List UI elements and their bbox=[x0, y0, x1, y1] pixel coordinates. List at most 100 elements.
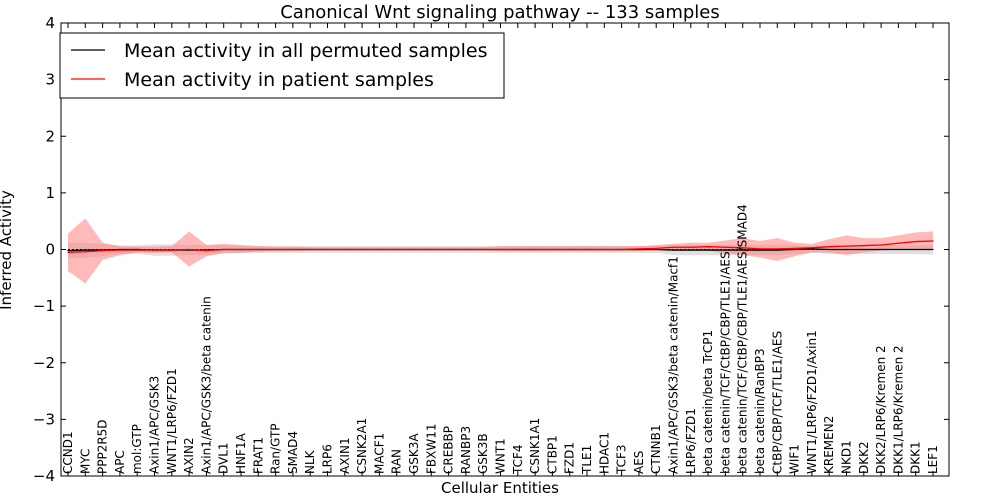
series-lines bbox=[67, 240, 934, 253]
patient-point bbox=[828, 246, 830, 248]
permuted-point bbox=[655, 248, 657, 251]
x-tick-label: LRP6/FZD1 bbox=[684, 408, 698, 474]
permuted-point bbox=[690, 249, 692, 251]
permuted-point bbox=[845, 248, 848, 251]
x-tick-label: mol:GTP bbox=[130, 424, 144, 474]
patient-point bbox=[448, 248, 450, 251]
patient-point bbox=[413, 248, 415, 251]
patient-point bbox=[586, 248, 588, 251]
x-tick-label: DKK1/LRP6/Kremen 2 bbox=[891, 345, 905, 474]
patient-point bbox=[292, 248, 294, 251]
patient-point bbox=[655, 247, 657, 249]
chart-title: Canonical Wnt signaling pathway -- 133 s… bbox=[280, 2, 720, 23]
permuted-point bbox=[828, 248, 830, 251]
patient-point bbox=[465, 248, 467, 251]
x-tick-label: GSK3A bbox=[407, 433, 421, 474]
patient-point bbox=[845, 245, 848, 247]
permuted-point bbox=[67, 250, 69, 252]
patient-point bbox=[638, 248, 640, 250]
patient-point bbox=[344, 248, 346, 251]
patient-point bbox=[569, 248, 571, 251]
patient-point bbox=[430, 248, 432, 251]
x-tick-label: FZD1 bbox=[563, 442, 577, 474]
x-tick-label: HNF1A bbox=[234, 432, 248, 474]
x-tick-label: FRAT1 bbox=[251, 437, 265, 474]
patient-point bbox=[672, 246, 675, 248]
legend-label-patient: Mean activity in patient samples bbox=[124, 69, 434, 91]
patient-point bbox=[84, 251, 86, 253]
permuted-point bbox=[880, 248, 882, 251]
x-tick-label: CSNK1A1 bbox=[528, 418, 542, 474]
patient-point bbox=[794, 247, 796, 249]
patient-point bbox=[811, 247, 813, 249]
x-tick-label: TCF3 bbox=[615, 444, 629, 475]
permuted-point bbox=[724, 249, 727, 251]
x-tick-label: NLK bbox=[303, 449, 317, 474]
patient-point bbox=[517, 248, 519, 251]
patient-point bbox=[361, 248, 363, 251]
patient-point bbox=[932, 240, 934, 242]
x-tick-label: AES bbox=[632, 451, 646, 474]
permuted-point bbox=[794, 248, 796, 251]
y-tick-label: 4 bbox=[45, 14, 55, 32]
x-tick-label: SMAD4 bbox=[286, 431, 300, 474]
patient-point bbox=[378, 248, 380, 251]
x-tick-label: RANBP3 bbox=[459, 426, 473, 474]
x-tick-label: beta catenin/beta TrCP1 bbox=[701, 330, 715, 474]
patient-point bbox=[275, 248, 277, 251]
x-tick-label: DVL1 bbox=[217, 442, 231, 474]
permuted-point bbox=[707, 249, 709, 251]
x-tick-label: DKK2 bbox=[857, 441, 871, 474]
x-tick-label: KREMEN2 bbox=[822, 416, 836, 474]
patient-point bbox=[326, 248, 329, 251]
x-tick-label: FBXW11 bbox=[424, 424, 438, 475]
patient-point bbox=[67, 251, 69, 253]
patient-point bbox=[188, 248, 190, 251]
x-tick-label: WNT1/LRP6/FZD1 bbox=[165, 368, 179, 474]
y-tick-label: 3 bbox=[45, 71, 55, 89]
x-axis-label: Cellular Entities bbox=[441, 479, 559, 497]
patient-band bbox=[68, 218, 933, 284]
x-tick-label: WNT1 bbox=[494, 438, 508, 474]
patient-point bbox=[863, 244, 865, 247]
y-tick-label: 1 bbox=[45, 184, 55, 202]
patient-point bbox=[551, 248, 554, 251]
patient-point bbox=[223, 248, 225, 251]
x-axis: CCND1 MYC PPP2R5D APC mol:GTP Axin1/APC/GSK3 W… bbox=[61, 23, 940, 476]
x-tick-label: CSNK2A1 bbox=[355, 418, 369, 474]
patient-point bbox=[309, 248, 311, 251]
x-tick-label: beta catenin/RanBP3 bbox=[753, 348, 767, 474]
permuted-point bbox=[759, 249, 761, 251]
legend-box bbox=[59, 32, 505, 99]
x-tick-label: Axin1/APC/GSK3 bbox=[148, 376, 162, 474]
permuted-point bbox=[811, 248, 813, 250]
x-tick-label: TLE1 bbox=[580, 445, 594, 475]
patient-point bbox=[776, 248, 778, 250]
confidence-bands bbox=[68, 218, 933, 284]
legend-label-permuted: Mean activity in all permuted samples bbox=[124, 40, 487, 62]
patient-point bbox=[690, 246, 692, 248]
y-tick-label: −2 bbox=[33, 354, 55, 372]
permuted-point bbox=[776, 249, 778, 251]
permuted-point bbox=[915, 248, 917, 251]
y-tick-label: −4 bbox=[33, 467, 55, 485]
patient-point bbox=[742, 247, 744, 249]
x-tick-label: WNT1/LRP6/FZD1/Axin1 bbox=[805, 330, 819, 474]
x-tick-label: DKK1 bbox=[909, 441, 923, 474]
x-tick-label: APC bbox=[113, 450, 127, 474]
legend: Mean activity in all permuted samples Me… bbox=[59, 32, 505, 99]
x-tick-label: beta catenin/TCF/CtBP/CBP/TLE1/AES bbox=[718, 251, 732, 474]
patient-point bbox=[119, 249, 121, 251]
y-tick-label: 2 bbox=[45, 127, 55, 145]
patient-point bbox=[724, 246, 727, 248]
x-tick-label: AXIN1 bbox=[338, 437, 352, 474]
y-tick-label: −1 bbox=[33, 297, 55, 315]
x-tick-label: CtBP/CBP/TCF/TLE1/AES bbox=[770, 331, 784, 474]
x-tick-label: GSK3B bbox=[476, 433, 490, 474]
patient-point bbox=[603, 248, 605, 251]
patient-point bbox=[136, 249, 138, 251]
patient-point bbox=[482, 248, 484, 251]
patient-point bbox=[897, 242, 900, 244]
patient-point bbox=[205, 250, 207, 252]
